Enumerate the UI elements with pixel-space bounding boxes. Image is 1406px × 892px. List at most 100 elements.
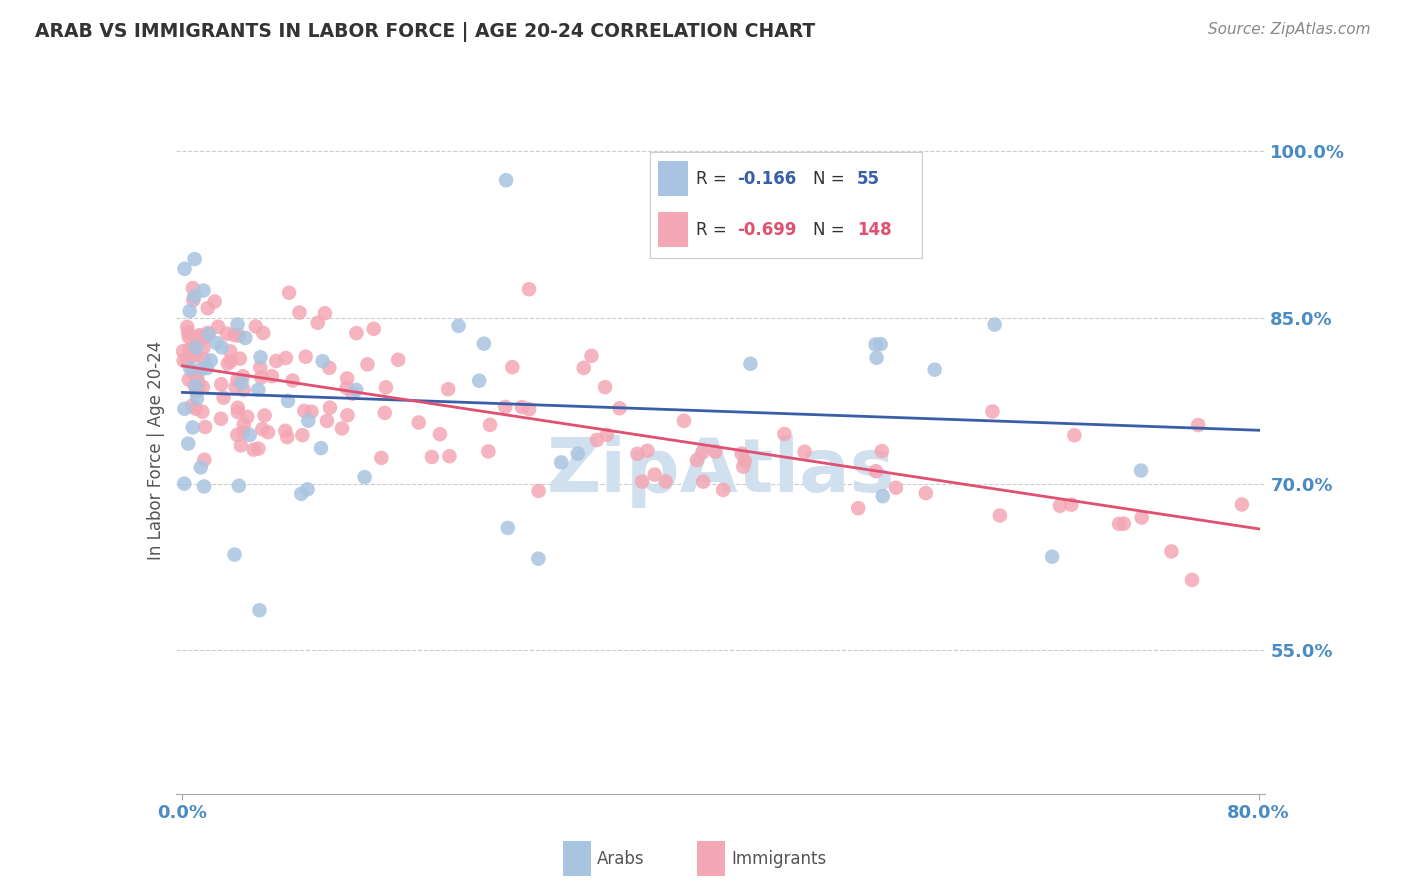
Point [226, 318, 249, 332]
Bar [658, 212, 688, 247]
Point [193, 352, 215, 367]
Point [184, 347, 207, 361]
Point [1060, 498, 1083, 512]
Point [236, 409, 259, 424]
Point [477, 444, 499, 458]
Point [869, 337, 891, 351]
Point [200, 353, 222, 368]
Point [191, 361, 214, 376]
Point [217, 357, 239, 371]
Point [173, 353, 195, 368]
Point [730, 447, 752, 461]
Point [1130, 510, 1153, 524]
Text: Source: ZipAtlas.com: Source: ZipAtlas.com [1208, 22, 1371, 37]
Point [264, 354, 287, 368]
Point [429, 427, 451, 442]
Point [188, 328, 211, 343]
Point [276, 430, 298, 444]
Point [692, 445, 714, 459]
Point [249, 351, 271, 365]
Point [596, 427, 619, 442]
Point [197, 301, 219, 315]
Point [870, 444, 893, 458]
Point [195, 361, 218, 376]
Point [177, 326, 200, 340]
Point [224, 548, 246, 562]
Point [914, 486, 936, 500]
Point [247, 442, 270, 456]
Text: ARAB VS IMMIGRANTS IN LABOR FORCE | AGE 20-24 CORRELATION CHART: ARAB VS IMMIGRANTS IN LABOR FORCE | AGE … [35, 22, 815, 42]
Point [232, 425, 254, 440]
Point [884, 481, 907, 495]
Bar [697, 841, 725, 876]
Point [336, 409, 359, 423]
Point [249, 603, 271, 617]
Point [219, 344, 242, 359]
Text: 55: 55 [856, 169, 880, 188]
Y-axis label: In Labor Force | Age 20-24: In Labor Force | Age 20-24 [146, 341, 165, 560]
Point [572, 360, 595, 375]
Point [309, 441, 332, 455]
Point [242, 442, 264, 457]
Point [501, 360, 523, 375]
Point [292, 404, 315, 418]
Point [692, 475, 714, 489]
Point [177, 436, 200, 450]
Text: -0.166: -0.166 [737, 169, 796, 188]
Text: 148: 148 [856, 221, 891, 239]
Point [346, 326, 368, 340]
Point [793, 444, 815, 458]
Point [686, 453, 709, 467]
Point [193, 340, 215, 354]
Point [239, 428, 262, 442]
Point [183, 289, 205, 303]
Point [253, 409, 276, 423]
Text: ZipAtlas: ZipAtlas [547, 434, 894, 508]
Point [496, 521, 519, 535]
Point [274, 424, 297, 438]
Point [294, 350, 316, 364]
Text: Immigrants: Immigrants [731, 849, 827, 868]
Point [205, 336, 228, 351]
Bar [564, 841, 591, 876]
Point [277, 393, 299, 408]
Point [319, 401, 342, 415]
Point [184, 348, 207, 362]
Point [183, 252, 205, 266]
Point [924, 362, 946, 376]
Point [644, 467, 666, 482]
Point [865, 351, 887, 365]
Point [316, 414, 339, 428]
Point [172, 344, 194, 359]
Point [232, 369, 254, 384]
Point [274, 351, 297, 365]
Point [193, 284, 215, 298]
Point [672, 414, 695, 428]
Text: N =: N = [813, 221, 851, 239]
Point [281, 374, 304, 388]
Point [420, 450, 443, 464]
Point [184, 378, 207, 392]
Point [190, 329, 212, 343]
Point [173, 261, 195, 276]
Point [187, 376, 209, 390]
Point [586, 433, 609, 447]
Point [181, 399, 204, 413]
Point [219, 354, 242, 368]
Point [228, 328, 250, 343]
Point [1040, 549, 1063, 564]
Point [232, 383, 254, 397]
Point [207, 319, 229, 334]
Point [226, 405, 249, 419]
Point [173, 476, 195, 491]
Point [183, 341, 205, 355]
Text: R =: R = [696, 221, 733, 239]
Point [179, 361, 201, 376]
Point [704, 444, 727, 458]
Point [252, 326, 274, 340]
Point [408, 416, 430, 430]
Point [209, 411, 232, 425]
Point [191, 405, 214, 419]
Point [297, 483, 319, 497]
Point [187, 379, 209, 393]
